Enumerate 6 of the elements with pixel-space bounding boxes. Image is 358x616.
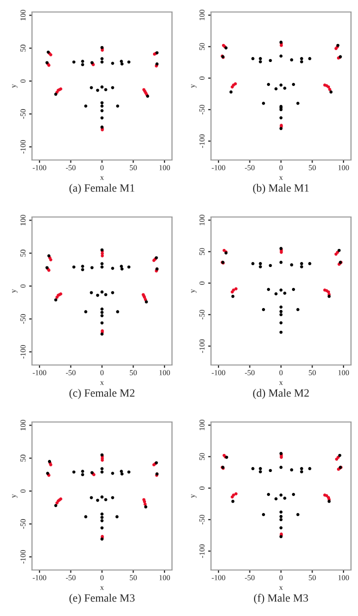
text: (d) Male M2: [253, 388, 309, 399]
text: (c) Female M2: [69, 388, 134, 399]
text: (e) Female M3: [69, 594, 135, 604]
text: (a) Female M1: [69, 184, 134, 194]
text: (b) Male M1: [253, 184, 309, 194]
text: (f) Male M3: [254, 594, 308, 604]
